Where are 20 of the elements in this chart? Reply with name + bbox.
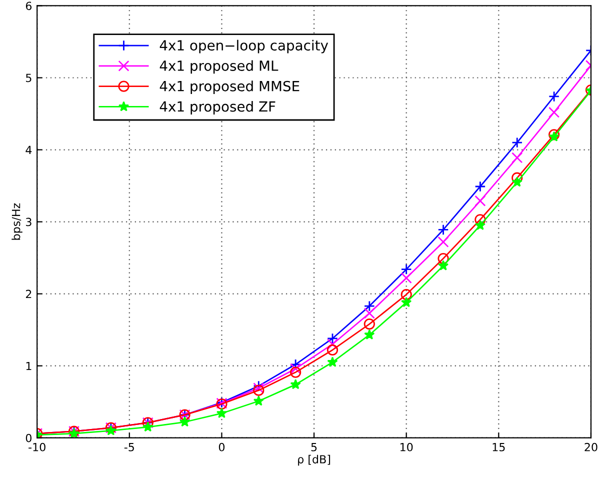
- x-tick-label: -10: [28, 442, 46, 452]
- x-tick-label: 10: [400, 442, 413, 452]
- legend-label: 4x1 proposed ZF: [160, 101, 276, 114]
- x-tick-label: 15: [492, 443, 505, 452]
- y-tick-label: 5: [26, 74, 32, 82]
- x-tick-label: -5: [124, 443, 134, 452]
- legend-label: 4x1 open−loop capacity: [160, 40, 328, 54]
- y-tick-label: 0: [26, 434, 32, 442]
- y-axis-title: bps/Hz: [12, 203, 22, 240]
- x-axis-title: ρ [dB]: [298, 454, 330, 466]
- y-tick-label: 6: [26, 2, 32, 10]
- legend-label: 4x1 proposed MMSE: [160, 80, 300, 94]
- y-tick-label: 1: [26, 362, 32, 370]
- y-tick-label: 4: [26, 146, 32, 154]
- x-tick-label: 5: [311, 443, 317, 452]
- x-tick-label: 20: [584, 442, 598, 452]
- y-tick-label: 3: [26, 218, 32, 226]
- x-tick-label: 0: [218, 442, 225, 452]
- y-tick-label: 2: [26, 290, 32, 298]
- legend-label: 4x1 proposed ML: [160, 60, 278, 74]
